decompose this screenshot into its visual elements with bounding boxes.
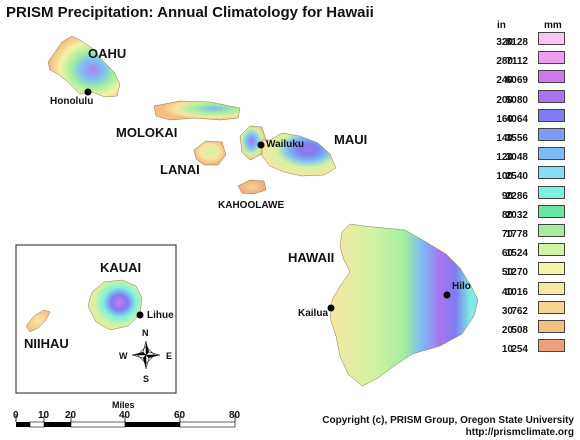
legend-value-in: 40 [501,287,513,298]
legend-value-mm: 4064 [505,114,528,125]
legend-value-mm: 3556 [505,133,528,144]
hilo-marker [443,291,451,299]
legend-value-mm: 2540 [505,171,528,182]
niihau-island [25,309,51,333]
source-url: http://prismclimate.org [465,427,574,438]
legend-value-mm: 2286 [505,191,528,202]
legend-value-in: 280 [496,56,513,67]
honolulu-label: Honolulu [50,96,94,107]
legend-value-in: 20 [501,325,513,336]
east-maui-island [261,132,337,177]
compass-w: W [119,351,128,361]
legend-value-mm: 5080 [505,95,528,106]
scale-bar [15,414,236,428]
legend-swatch [538,205,565,218]
compass-s: S [143,374,150,384]
legend-value-mm: 1524 [505,248,528,259]
scale-tick-label: 20 [65,410,77,421]
legend-value-in: 30 [501,306,513,317]
scale-tick-label: 0 [13,410,19,421]
kailua-marker [327,304,335,312]
niihau-label: NIIHAU [24,336,69,351]
legend-value-in: 50 [501,267,513,278]
legend-value-mm: 508 [511,325,528,336]
legend-value-in: 90 [501,191,513,202]
legend-value-mm: 762 [511,306,528,317]
lihue-marker [136,311,144,319]
legend-swatch [538,301,565,314]
legend-swatch [538,339,565,352]
legend-value-in: 240 [496,75,513,86]
legend-swatch [538,32,565,45]
oahu-label: OAHU [88,46,127,61]
legend-value-mm: 1778 [505,229,528,240]
honolulu-marker [84,88,92,96]
legend-value-in: 70 [501,229,513,240]
legend-value-mm: 8128 [505,37,528,48]
legend-unit-in: in [497,20,506,31]
scale-tick-label: 60 [174,410,186,421]
hawaii-island [329,223,479,387]
legend-swatch [538,70,565,83]
legend-value-mm: 6069 [505,75,528,86]
legend-value-in: 120 [496,152,513,163]
legend-swatch [538,90,565,103]
lihue-label: Lihue [147,310,174,321]
legend-value-in: 160 [496,114,513,125]
legend-value-in: 200 [496,95,513,106]
legend-value-mm: 1270 [505,267,528,278]
legend-swatch [538,243,565,256]
legend-swatch [538,320,565,333]
legend-swatch [538,262,565,275]
legend-value-in: 60 [501,248,513,259]
kahoolawe-island [237,179,267,195]
kailua-label: Kailua [298,308,329,319]
oahu-island [47,35,121,98]
legend-value-in: 100 [496,171,513,182]
legend-swatch [538,186,565,199]
map-title: PRISM Precipitation: Annual Climatology … [6,4,374,21]
scale-title: Miles [112,400,135,410]
legend-value-mm: 254 [511,344,528,355]
legend-value-in: 10 [501,344,513,355]
molokai-label: MOLOKAI [116,125,178,140]
legend-value-in: 320 [496,37,513,48]
kauai-label: KAUAI [100,260,142,275]
compass-e: E [166,351,173,361]
lanai-label: LANAI [160,162,200,177]
legend-value-in: 140 [496,133,513,144]
lanai-island [193,140,227,166]
wailuku-marker [257,141,265,149]
legend-value-mm: 7112 [506,56,528,67]
hilo-label: Hilo [452,281,471,292]
scale-tick-label: 80 [229,410,241,421]
hawaii-label: HAWAII [288,250,335,265]
legend-value-mm: 3048 [505,152,528,163]
legend-unit-mm: mm [544,20,562,31]
legend-value-mm: 1016 [505,287,528,298]
legend-swatch [538,51,565,64]
legend-swatch [538,147,565,160]
scale-tick-label: 40 [119,410,131,421]
molokai-island [153,100,241,121]
maui-label: MAUI [334,132,368,147]
legend-swatch [538,128,565,141]
legend-swatch [538,282,565,295]
compass-n: N [142,328,149,338]
legend-swatch [538,224,565,237]
copyright-text: Copyright (c), PRISM Group, Oregon State… [322,415,574,426]
legend-value-mm: 2032 [505,210,528,221]
compass-rose-icon [131,340,161,370]
kahoolawe-label: KAHOOLAWE [218,200,285,211]
legend-swatch [538,166,565,179]
legend-swatch [538,109,565,122]
scale-tick-label: 10 [38,410,50,421]
legend-value-in: 80 [501,210,513,221]
wailuku-label: Wailuku [266,139,304,150]
